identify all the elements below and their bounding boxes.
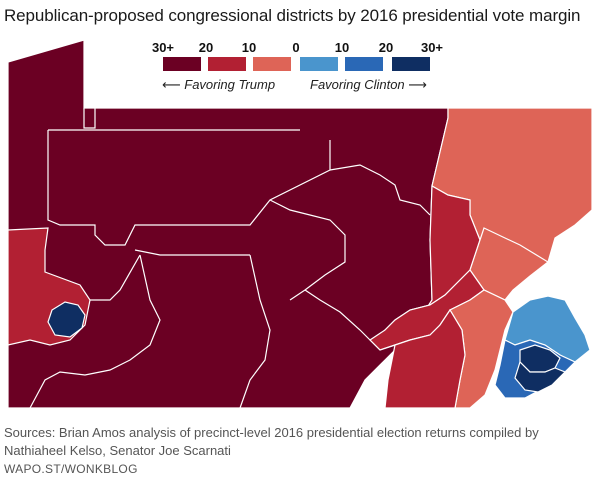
- district-philadelphia-south: [514, 360, 567, 393]
- favoring-clinton-label: Favoring Clinton: [310, 77, 405, 92]
- sources-note: Sources: Brian Amos analysis of precinct…: [4, 425, 539, 458]
- legend-label-trump-20: 20: [198, 40, 214, 55]
- district-lehigh: [469, 227, 550, 301]
- legend-swatch-trump-0-10: [253, 57, 291, 71]
- legend-label-trump-30-plus: 30+: [151, 40, 175, 55]
- legend-tick-labels: 30+ 20 10 0 10 20 30+: [152, 40, 445, 56]
- legend-swatch-trump-10-20: [208, 57, 246, 71]
- favoring-trump-label: Favoring Trump: [184, 77, 276, 92]
- legend-label-zero: 0: [292, 40, 300, 55]
- credit-line: WAPO.ST/WONKBLOG: [4, 462, 138, 476]
- legend-label-clinton-20: 20: [378, 40, 394, 55]
- legend-label-clinton-30-plus: 30+: [420, 40, 444, 55]
- legend-swatches: [160, 57, 445, 71]
- district-map: [7, 39, 593, 409]
- district-borders: [29, 108, 431, 409]
- legend-swatch-trump-20-30: [163, 57, 201, 71]
- legend: 30+ 20 10 0 10 20 30+ ⟵ Favoring Trump F…: [152, 40, 445, 100]
- legend-swatch-clinton-10-20: [345, 57, 383, 71]
- legend-label-trump-10: 10: [241, 40, 257, 55]
- left-arrow-icon: ⟵: [162, 77, 181, 92]
- legend-swatch-clinton-20-30: [392, 57, 430, 71]
- district-york: [384, 308, 466, 409]
- district-pittsburgh: [47, 301, 86, 338]
- legend-direction-clinton: Favoring Clinton ⟶: [310, 77, 427, 93]
- legend-label-clinton-10: 10: [334, 40, 350, 55]
- right-arrow-icon: ⟶: [408, 77, 427, 92]
- legend-swatch-clinton-0-10: [300, 57, 338, 71]
- chart-title: Republican-proposed congressional distri…: [4, 6, 581, 25]
- legend-direction-trump: ⟵ Favoring Trump: [162, 77, 275, 93]
